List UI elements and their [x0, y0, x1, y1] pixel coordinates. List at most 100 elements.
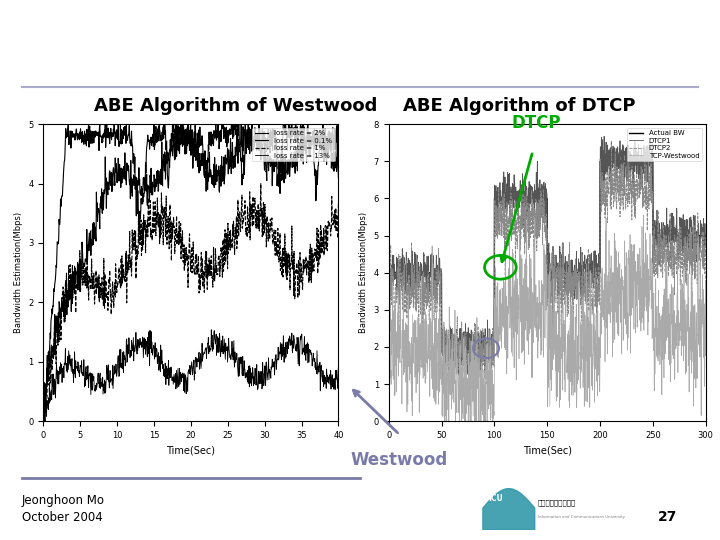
loss rate = 1%	[294, 264, 302, 270]
Actual BW	[565, 269, 574, 276]
loss rate = 0.1%	[171, 121, 180, 127]
loss rate = 2%	[211, 135, 220, 141]
TCP-Westwood	[384, 365, 393, 372]
loss rate = 2%	[58, 193, 66, 200]
DTCP2	[448, 390, 456, 396]
loss rate = 13%	[334, 364, 343, 370]
DTCP2	[565, 287, 574, 294]
loss rate = 2%	[264, 147, 272, 153]
DTCP1	[409, 264, 418, 270]
Actual BW	[384, 269, 393, 276]
Actual BW	[526, 195, 534, 201]
DTCP2	[526, 222, 534, 228]
loss rate = 2%	[334, 132, 343, 138]
DTCP1	[519, 180, 528, 187]
loss rate = 13%	[40, 418, 48, 424]
Line: TCP-Westwood: TCP-Westwood	[389, 215, 706, 421]
X-axis label: Time(Sec): Time(Sec)	[166, 446, 215, 455]
TCP-Westwood	[565, 349, 574, 355]
loss rate = 13%	[294, 361, 302, 367]
loss rate = 1%	[211, 271, 220, 278]
loss rate = 1%	[228, 237, 236, 244]
TCP-Westwood	[519, 275, 528, 282]
loss rate = 0.1%	[39, 407, 48, 413]
loss rate = 0.1%	[334, 174, 343, 181]
DTCP2	[384, 277, 393, 284]
loss rate = 13%	[211, 341, 220, 347]
Actual BW	[422, 269, 431, 276]
loss rate = 13%	[219, 350, 228, 357]
loss rate = 0.1%	[294, 154, 302, 161]
Y-axis label: Bandwidth Estimation(Mbps): Bandwidth Estimation(Mbps)	[14, 212, 22, 333]
loss rate = 1%	[218, 240, 227, 247]
X-axis label: Time(Sec): Time(Sec)	[523, 446, 572, 455]
Text: ABE Algorithm of DTCP: ABE Algorithm of DTCP	[403, 97, 636, 114]
loss rate = 2%	[39, 408, 48, 415]
Text: Information and Communications University: Information and Communications Universit…	[538, 515, 624, 519]
Actual BW	[701, 232, 710, 239]
Actual BW	[409, 269, 418, 276]
Text: DTCP: DTCP	[512, 114, 561, 132]
loss rate = 0.1%	[211, 180, 220, 187]
TCP-Westwood	[701, 353, 710, 359]
loss rate = 1%	[40, 418, 49, 424]
loss rate = 2%	[228, 115, 236, 122]
Legend: loss rate = 2%, loss rate = 0.1%, loss rate = 1%, loss rate = 13%: loss rate = 2%, loss rate = 0.1%, loss r…	[252, 127, 335, 161]
loss rate = 0.1%	[264, 152, 272, 158]
DTCP2	[422, 289, 431, 296]
Line: loss rate = 0.1%: loss rate = 0.1%	[43, 124, 338, 419]
Text: ICU: ICU	[488, 494, 503, 503]
loss rate = 0.1%	[219, 169, 228, 176]
loss rate = 1%	[264, 224, 272, 231]
loss rate = 0.1%	[58, 297, 66, 303]
loss rate = 13%	[58, 361, 66, 367]
loss rate = 1%	[256, 180, 265, 187]
loss rate = 13%	[228, 338, 236, 345]
DTCP1	[384, 250, 393, 256]
DTCP1	[600, 133, 608, 139]
TCP-Westwood	[409, 360, 418, 367]
Actual BW	[437, 343, 446, 350]
TCP-Westwood	[531, 297, 540, 303]
DTCP1	[472, 382, 481, 389]
DTCP2	[519, 234, 528, 241]
DTCP1	[422, 267, 431, 274]
Actual BW	[519, 195, 528, 201]
loss rate = 2%	[294, 136, 302, 143]
loss rate = 13%	[207, 327, 215, 333]
Actual BW	[596, 158, 605, 165]
Actual BW	[531, 195, 540, 201]
loss rate = 2%	[40, 417, 48, 423]
loss rate = 2%	[248, 109, 256, 116]
loss rate = 13%	[264, 370, 272, 376]
Text: 27: 27	[657, 510, 677, 524]
DTCP1	[531, 195, 540, 202]
Line: Actual BW: Actual BW	[389, 161, 706, 347]
TCP-Westwood	[422, 343, 431, 350]
DTCP2	[409, 305, 418, 311]
DTCP2	[607, 138, 616, 145]
TCP-Westwood	[526, 325, 534, 332]
Legend: Actual BW, DTCP1, DTCP2, TCP-Westwood: Actual BW, DTCP1, DTCP2, TCP-Westwood	[626, 127, 702, 161]
DTCP1	[526, 200, 534, 206]
loss rate = 1%	[58, 295, 66, 301]
DTCP2	[701, 278, 710, 285]
loss rate = 13%	[39, 417, 48, 424]
loss rate = 2%	[218, 121, 227, 127]
Text: Jeonghoon Mo
October 2004: Jeonghoon Mo October 2004	[22, 494, 104, 524]
TCP-Westwood	[440, 418, 449, 424]
loss rate = 1%	[39, 397, 48, 403]
loss rate = 0.1%	[40, 416, 48, 422]
Line: loss rate = 13%: loss rate = 13%	[43, 330, 338, 421]
Line: loss rate = 2%: loss rate = 2%	[43, 112, 338, 420]
loss rate = 1%	[334, 199, 343, 206]
DTCP2	[531, 233, 540, 240]
Line: DTCP1: DTCP1	[389, 136, 706, 386]
Y-axis label: Bandwidth Estimation(Mbps): Bandwidth Estimation(Mbps)	[359, 212, 368, 333]
Text: Westwood: Westwood	[351, 451, 449, 469]
DTCP1	[701, 236, 710, 242]
Text: New ABE Algorithm: New ABE Algorithm	[22, 25, 447, 63]
DTCP1	[565, 265, 574, 271]
Line: loss rate = 1%: loss rate = 1%	[43, 184, 338, 421]
Text: ABE Algorithm of Westwood: ABE Algorithm of Westwood	[94, 97, 377, 114]
